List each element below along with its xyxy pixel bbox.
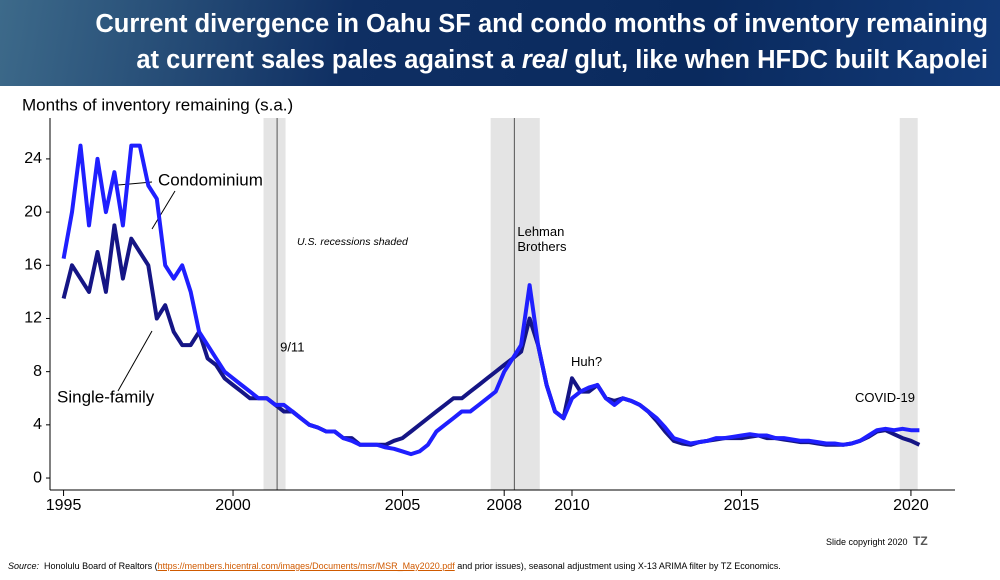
source-label: Source: xyxy=(8,561,40,571)
title-part: glut, like when HFDC built Kapolei xyxy=(574,46,988,74)
banner: Current divergence in Oahu SF and condo … xyxy=(0,0,1000,86)
event-label: 9/11 xyxy=(280,339,304,354)
source-text: and prior issues), seasonal adjustment u… xyxy=(457,561,781,571)
x-tick-label: 2005 xyxy=(385,497,421,514)
title: Current divergence in Oahu SF and condo … xyxy=(8,6,988,78)
title-part: at current sales pales against a xyxy=(136,46,515,74)
y-axis-label: Months of inventory remaining (s.a.) xyxy=(22,95,293,114)
legend-label: Condominium xyxy=(158,170,263,189)
source-link[interactable]: https://members.hicentral.com/images/Doc… xyxy=(157,561,455,571)
x-tick-label: 2020 xyxy=(893,497,929,514)
chart: Months of inventory remaining (s.a.) 9/1… xyxy=(22,95,955,514)
note: U.S. recessions shaded xyxy=(297,236,408,248)
source-text: Honolulu Board of Realtors ( xyxy=(44,561,158,571)
copyright: Slide copyright 2020 xyxy=(826,537,908,547)
source: Source: Honolulu Board of Realtors (http… xyxy=(8,561,781,571)
logo: TZ xyxy=(913,534,928,548)
note: COVID-19 xyxy=(855,390,915,405)
y-tick-label: 12 xyxy=(24,310,42,327)
title-part: Current divergence in Oahu SF and condo … xyxy=(95,10,988,38)
x-tick-label: 2000 xyxy=(215,497,251,514)
x-tick-label: 2010 xyxy=(554,497,590,514)
x-tick-label: 2015 xyxy=(724,497,760,514)
y-tick-label: 8 xyxy=(33,363,42,380)
y-tick-label: 24 xyxy=(24,150,42,167)
title-part: real xyxy=(521,46,568,74)
legend-label: Single-family xyxy=(57,387,155,406)
x-tick-label: 2008 xyxy=(486,497,522,514)
series-line xyxy=(61,143,920,457)
note: Huh? xyxy=(571,354,603,369)
y-tick-label: 4 xyxy=(33,416,42,433)
recession-shade xyxy=(263,118,286,490)
y-tick-label: 0 xyxy=(33,469,42,486)
x-tick-label: 1995 xyxy=(46,497,82,514)
event-label: Lehman Brothers xyxy=(517,224,567,254)
event-label-box: Lehman Brothers xyxy=(517,224,567,254)
y-tick-label: 20 xyxy=(24,203,42,220)
recession-shade xyxy=(899,118,918,490)
arrow xyxy=(117,330,153,392)
arrow xyxy=(151,190,176,230)
y-tick-label: 16 xyxy=(24,256,42,273)
